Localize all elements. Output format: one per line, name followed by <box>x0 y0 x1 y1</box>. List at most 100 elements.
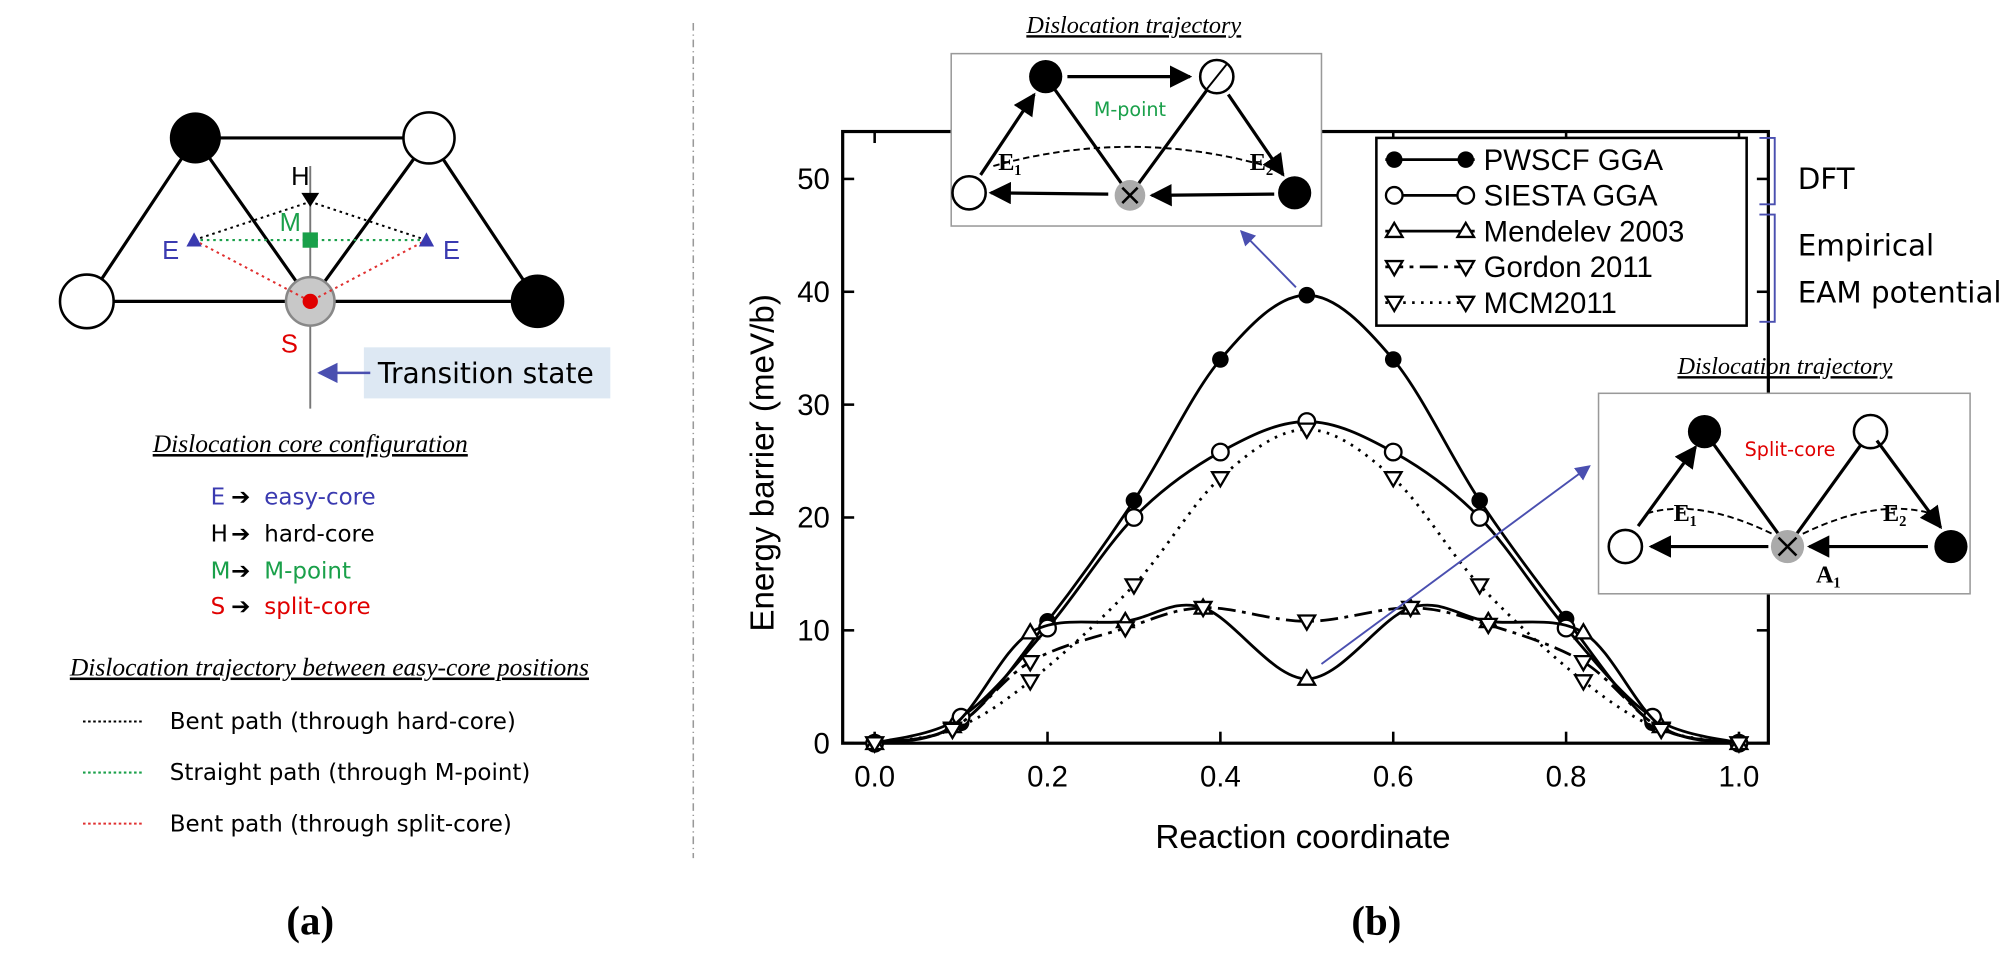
hard-core-site <box>301 192 320 207</box>
atom <box>1934 529 1968 564</box>
group-label: Empirical <box>1798 228 1934 262</box>
inset-label: Split-core <box>1745 438 1836 461</box>
legend-marker <box>1383 295 1405 314</box>
atom <box>58 273 115 330</box>
legend-label: Bent path (through split-core) <box>170 811 512 837</box>
x-tick-label: 0.0 <box>854 761 895 794</box>
point <box>1210 471 1231 489</box>
m-point-site <box>302 232 318 248</box>
legend-label: Bent path (through hard-core) <box>170 709 516 735</box>
panel-label: (a) <box>286 899 334 944</box>
pointer <box>1239 230 1297 288</box>
point <box>1728 736 1750 754</box>
x-tick-label: 0.4 <box>1200 761 1241 794</box>
x-mark <box>1777 536 1798 557</box>
y-tick-label: 30 <box>797 389 830 422</box>
point <box>1478 617 1499 636</box>
y-tick-label: 40 <box>797 276 830 309</box>
group-label: EAM potentials <box>1798 276 2002 310</box>
pointer <box>1320 465 1591 665</box>
legend-marker <box>1456 185 1476 205</box>
arrows <box>1636 439 1943 558</box>
inset-title: Dislocation trajectory <box>1025 12 1241 39</box>
y-tick-label: 10 <box>797 615 830 648</box>
arrow-glyph: ➔ <box>231 594 250 620</box>
inset-label: E₂ <box>1883 500 1906 527</box>
point <box>1114 621 1136 639</box>
point <box>1192 600 1214 619</box>
legend-label: MCM2011 <box>1484 287 1617 320</box>
legend-label: Straight path (through M-point) <box>170 760 531 786</box>
point <box>1019 654 1041 673</box>
inset-label: A₁ <box>1816 561 1841 588</box>
x-tick-label: 1.0 <box>1719 761 1760 794</box>
bracket <box>1759 136 1776 206</box>
atom <box>1852 413 1889 450</box>
atom <box>169 112 221 164</box>
callout: Transition state <box>377 357 594 390</box>
legend-marker <box>1455 295 1477 314</box>
atom <box>510 274 565 329</box>
bracket <box>1759 213 1776 323</box>
point <box>1573 674 1594 692</box>
series-line <box>874 606 1740 745</box>
callout-box <box>363 347 611 399</box>
legend-symbol: H <box>211 521 228 547</box>
legend-symbol: M <box>211 558 231 584</box>
inset-label: E₁ <box>998 149 1021 176</box>
inset: M-point E₁ E₂ <box>950 52 1323 227</box>
inset-label: M-point <box>1094 98 1167 121</box>
atom <box>1029 60 1063 94</box>
point <box>1212 351 1229 368</box>
point <box>1123 578 1145 596</box>
point <box>1296 422 1318 441</box>
point <box>1471 492 1488 509</box>
legend-marker <box>1383 259 1405 278</box>
arrow-glyph: ➔ <box>231 484 250 510</box>
inset-label: E₂ <box>1250 149 1273 176</box>
legend-label: Gordon 2011 <box>1484 251 1653 284</box>
legend-label: M-point <box>264 558 351 584</box>
legend-title: Dislocation trajectory between easy-core… <box>69 653 589 682</box>
point <box>1019 622 1041 640</box>
site-label: E <box>443 237 460 265</box>
point <box>1296 668 1318 686</box>
site-label: H <box>291 163 309 191</box>
point <box>1650 722 1672 741</box>
point <box>1573 654 1594 673</box>
point <box>942 722 963 741</box>
atom <box>1205 63 1228 90</box>
y-axis-label: Energy barrier (meV/b) <box>745 294 782 632</box>
atom <box>1607 528 1644 565</box>
point <box>1210 442 1230 462</box>
legend-label: Mendelev 2003 <box>1484 215 1685 248</box>
y-tick-label: 20 <box>797 502 830 535</box>
legend-marker <box>1383 220 1405 239</box>
arrows <box>979 65 1285 207</box>
point <box>864 736 885 754</box>
trajectory <box>1646 507 1931 535</box>
x-tick-label: 0.6 <box>1373 761 1414 794</box>
legend-marker <box>1455 220 1477 239</box>
arrow-glyph: ➔ <box>231 558 250 584</box>
easy-core-site <box>186 232 202 247</box>
trajectory <box>993 145 1267 167</box>
legend-marker <box>1384 185 1404 205</box>
site-label: S <box>281 330 298 358</box>
point <box>1469 578 1490 596</box>
split-core-site <box>302 293 318 310</box>
inset-label: E₁ <box>1674 500 1697 527</box>
legend-marker <box>1385 151 1403 168</box>
plot: 0 10 20 30 40 50 0.0 0.2 0.4 0.6 0.8 1.0 Reaction co… <box>745 129 1770 856</box>
inset: Split-core E₁ E₂ A₁ <box>1597 392 1971 595</box>
point <box>1383 442 1403 462</box>
legend-label: hard-core <box>264 521 374 547</box>
point <box>1019 674 1041 692</box>
atom <box>951 174 987 211</box>
point <box>1382 471 1404 489</box>
point <box>1124 508 1144 527</box>
point <box>1400 600 1421 619</box>
legend-marker <box>1457 151 1475 168</box>
